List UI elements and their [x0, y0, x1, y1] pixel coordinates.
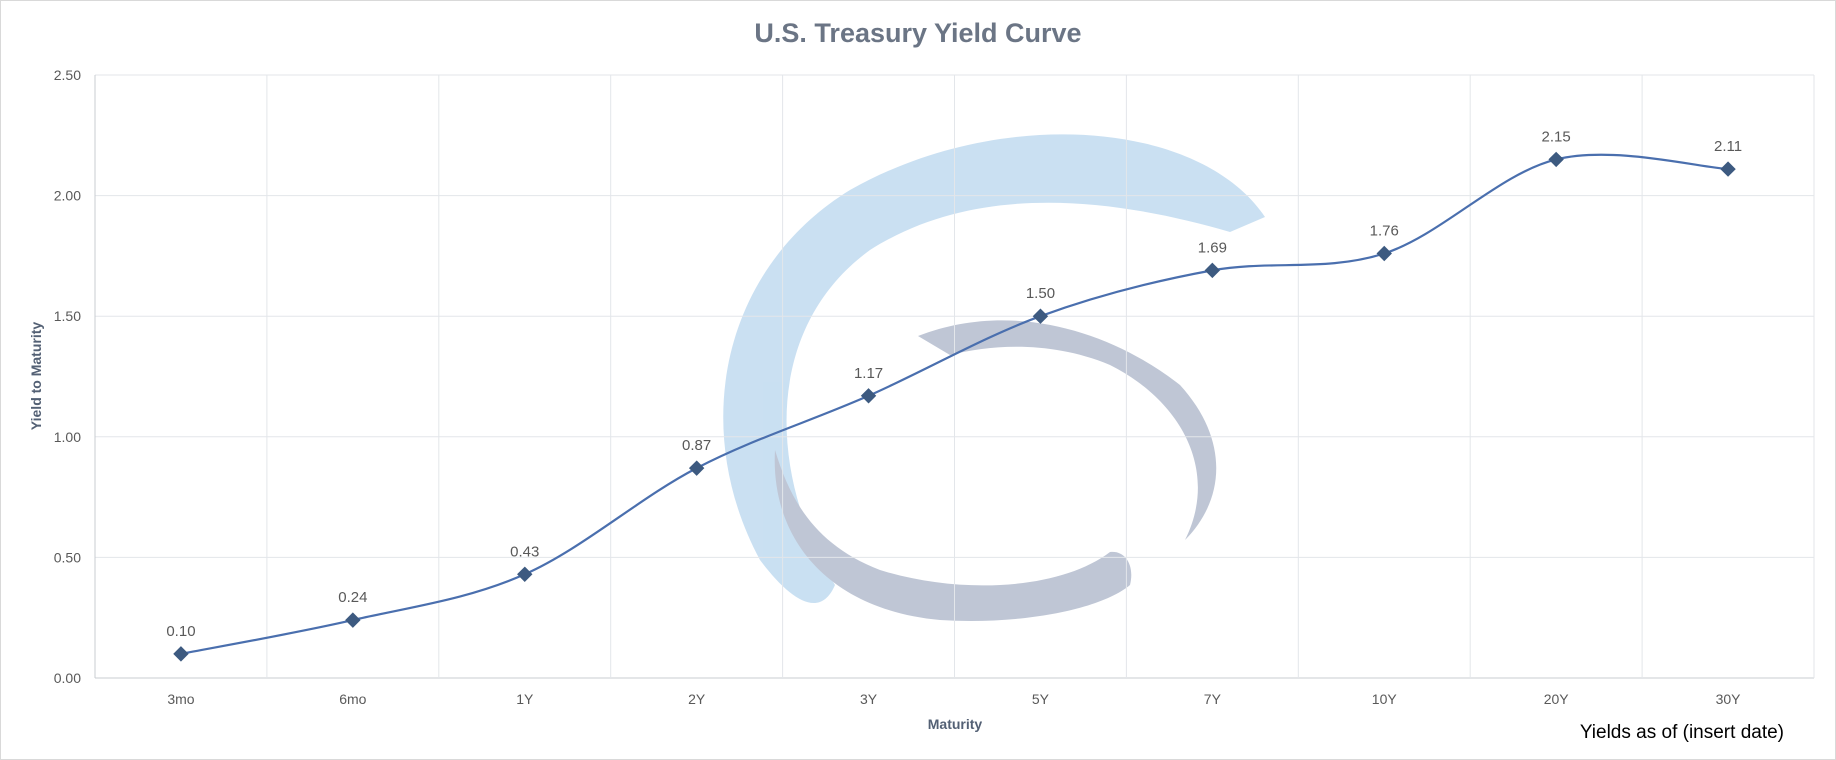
data-label: 0.10	[166, 623, 195, 640]
data-label: 2.11	[1714, 138, 1742, 155]
series-yield-curve	[173, 151, 1736, 662]
y-tick-label: 0.00	[54, 670, 81, 686]
x-tick-label: 1Y	[516, 691, 534, 707]
x-tick-label: 2Y	[688, 691, 706, 707]
data-label: 0.43	[510, 543, 539, 560]
x-tick-label: 5Y	[1032, 691, 1050, 707]
y-tick-label: 1.50	[54, 308, 81, 324]
data-label: 0.24	[338, 589, 367, 606]
data-label: 1.69	[1198, 239, 1227, 256]
x-tick-label: 6mo	[339, 691, 366, 707]
data-point-1Y	[517, 566, 533, 582]
data-point-10Y	[1376, 245, 1392, 262]
x-tick-label: 3mo	[167, 691, 194, 707]
y-tick-label: 2.50	[54, 67, 81, 83]
watermark-logo	[723, 134, 1265, 621]
watermark-arc-blue	[723, 134, 1265, 604]
y-tick-label: 1.00	[54, 429, 81, 445]
data-point-30Y	[1720, 161, 1736, 177]
data-label: 1.76	[1370, 222, 1399, 239]
data-label: 1.50	[1026, 285, 1055, 302]
x-tick-label: 7Y	[1204, 691, 1222, 707]
watermark-arc-gray-lower	[774, 450, 1132, 621]
data-point-5Y	[1032, 308, 1049, 324]
data-point-7Y	[1204, 262, 1221, 279]
series-line	[180, 153, 1729, 655]
footnote: Yields as of (insert date)	[1579, 722, 1784, 743]
axes: 0.00 0.50 1.00 1.50 2.00 2.50 3mo 6mo 1Y 2Y 3Y 5Y 7Y…	[54, 67, 1741, 707]
x-tick-label: 20Y	[1544, 691, 1570, 707]
data-label: 1.17	[854, 365, 883, 382]
grid	[94, 74, 1815, 679]
data-point-2Y	[688, 460, 705, 476]
x-tick-label: 3Y	[860, 691, 878, 707]
x-tick-label: 10Y	[1372, 691, 1398, 707]
y-tick-label: 0.50	[54, 549, 81, 565]
x-axis-title: Maturity	[927, 716, 983, 732]
data-point-20Y	[1548, 151, 1564, 168]
data-point-3Y	[860, 388, 877, 404]
data-point-3mo	[173, 646, 189, 662]
y-tick-label: 2.00	[54, 188, 81, 204]
data-point-6mo	[345, 612, 361, 628]
x-tick-label: 30Y	[1716, 691, 1742, 707]
data-labels: 0.10 0.24 0.43 0.87 1.17 1.50 1.69 1.76 2.15 2.11	[166, 128, 1742, 639]
watermark-arc-gray	[918, 320, 1217, 540]
data-label: 2.15	[1542, 128, 1571, 145]
data-label: 0.87	[682, 437, 711, 454]
chart-title: U.S. Treasury Yield Curve	[754, 18, 1082, 48]
